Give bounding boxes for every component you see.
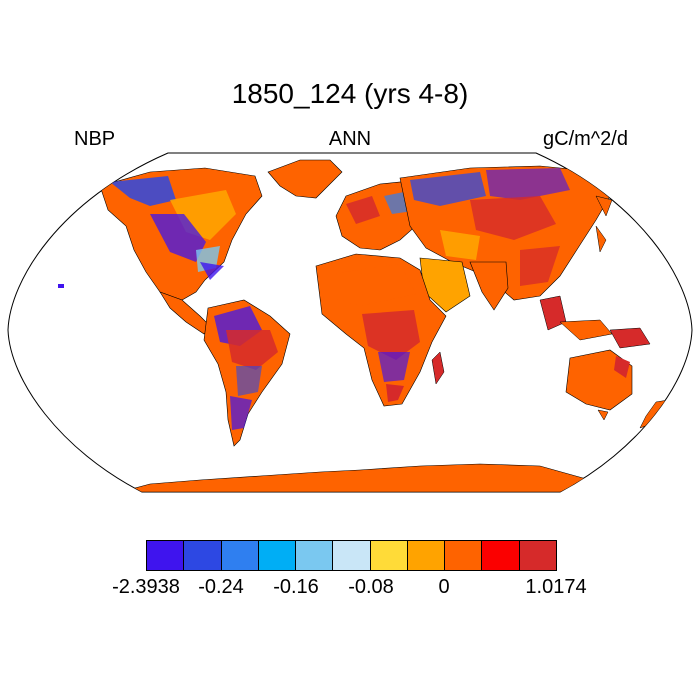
colorbar-cell [296, 541, 334, 570]
colorbar-tick-label: -2.3938 [112, 576, 180, 598]
colorbar-tick-label: -0.16 [273, 576, 319, 598]
colorbar-cell [184, 541, 222, 570]
colorbar-cell [445, 541, 483, 570]
colorbar-cell [333, 541, 371, 570]
greenland [267, 159, 343, 199]
season-label: ANN [328, 128, 372, 150]
colorbar-cell [258, 541, 297, 570]
colorbar-cell [407, 541, 446, 570]
colorbar-tick-label: 1.0174 [525, 576, 587, 598]
india [469, 261, 509, 311]
colorbar-tick-label: -0.08 [348, 576, 394, 598]
madagascar [431, 351, 445, 385]
colorbar-tick-label: 0 [438, 576, 450, 598]
units-label: gC/m^2/d [543, 128, 628, 150]
colorbar [146, 540, 557, 571]
colorbar-cell [519, 541, 556, 570]
colorbar-cell [482, 541, 520, 570]
colorbar-tick-label: -0.24 [198, 576, 244, 598]
variable-label: NBP [74, 128, 116, 150]
colorbar-cell [147, 541, 185, 570]
plot-title: 1850_124 (yrs 4-8) [231, 78, 469, 109]
colorbar-cell [370, 541, 408, 570]
colorbar-cell [221, 541, 259, 570]
